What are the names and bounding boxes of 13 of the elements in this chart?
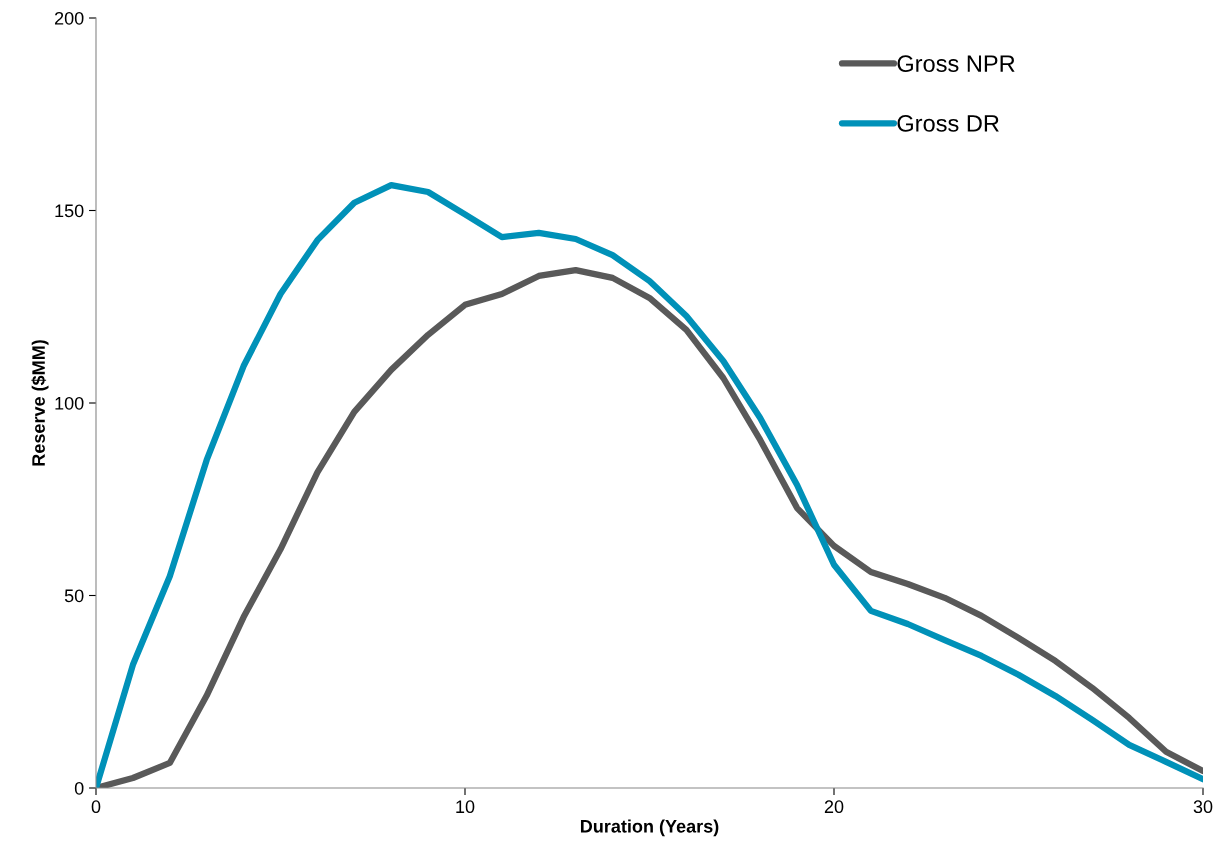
y-tick-label: 150 — [55, 204, 84, 218]
y-tick-label: 50 — [64, 589, 84, 603]
x-axis-title: Duration (Years) — [580, 819, 719, 837]
x-tick-label: 20 — [824, 800, 844, 814]
y-axis-title: Reserve ($MM) — [31, 340, 49, 466]
x-tick-label: 0 — [91, 800, 101, 814]
legend-label: Gross DR — [897, 115, 999, 132]
y-tick-label: 100 — [55, 396, 84, 410]
legend-label: Gross NPR — [897, 55, 1015, 72]
x-tick-label: 30 — [1193, 800, 1213, 814]
y-tick-label: 0 — [74, 781, 84, 795]
y-tick-label: 200 — [54, 11, 84, 25]
x-tick-label: 10 — [456, 800, 475, 814]
